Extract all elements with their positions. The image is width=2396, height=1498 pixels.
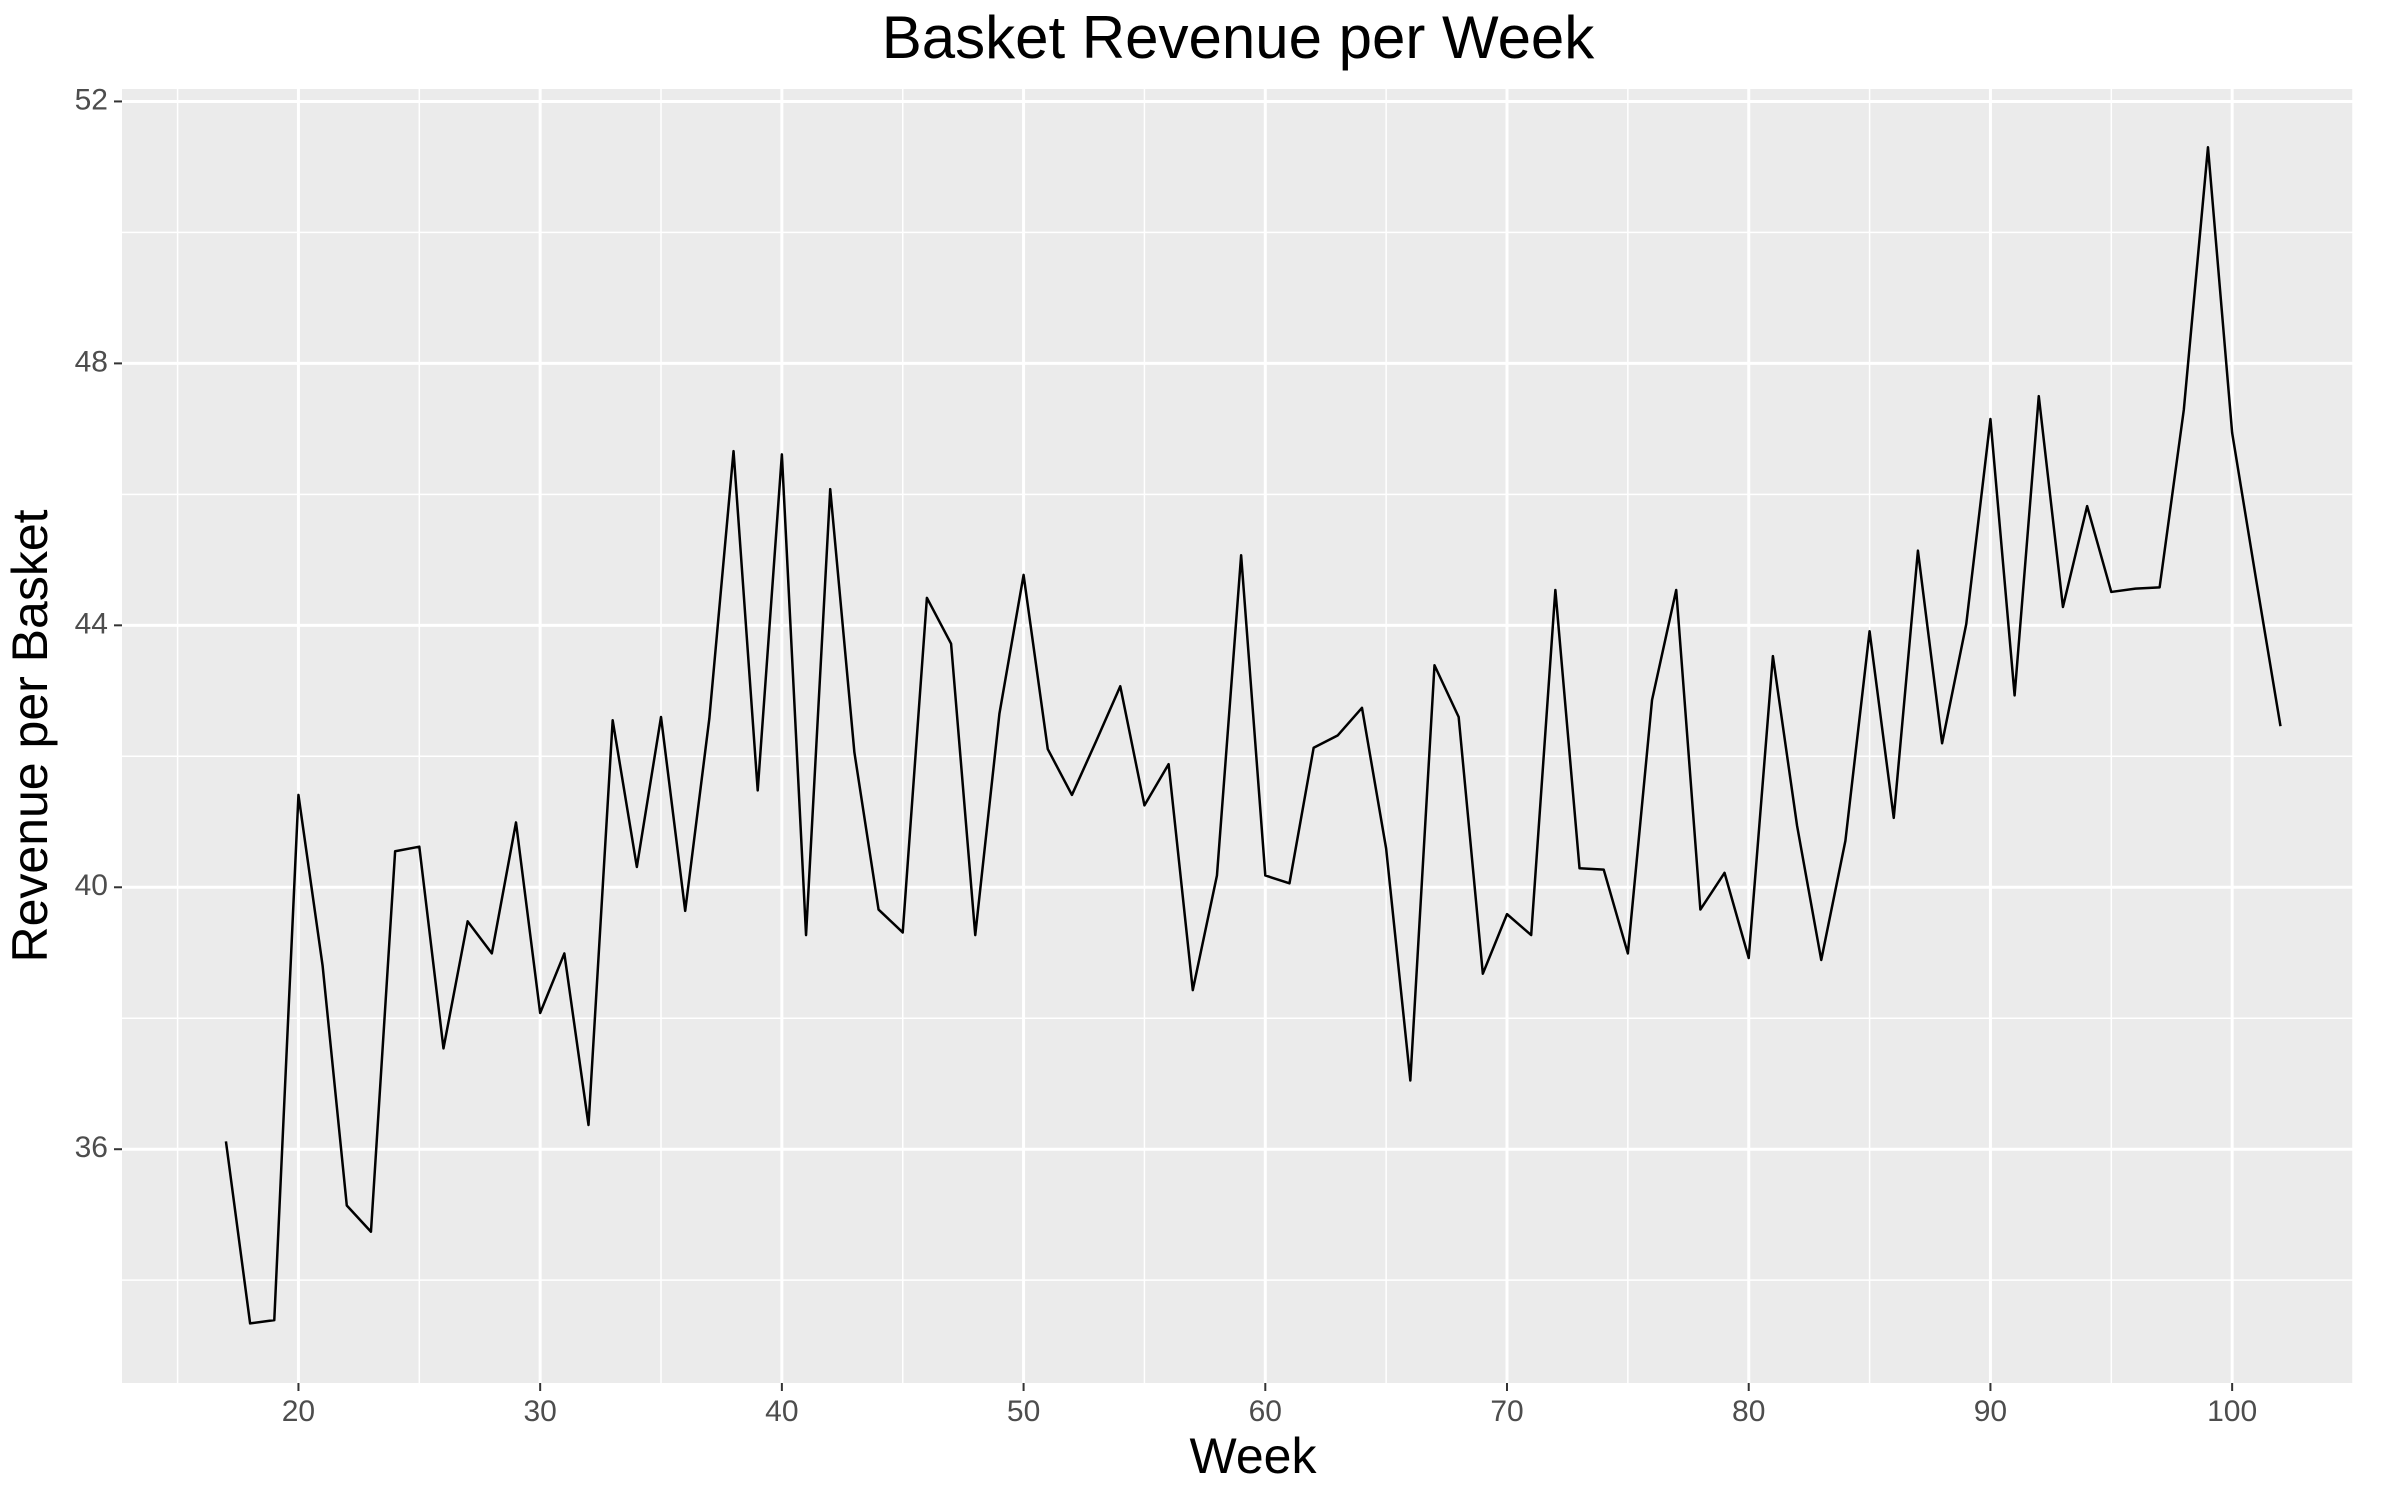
x-tick-label: 20 xyxy=(282,1395,315,1428)
x-tick-label: 40 xyxy=(765,1395,798,1428)
y-tick-label: 36 xyxy=(75,1131,108,1164)
y-tick-label: 40 xyxy=(75,869,108,902)
y-tick-label: 48 xyxy=(75,345,108,378)
x-tick-label: 70 xyxy=(1490,1395,1523,1428)
x-tick-label: 90 xyxy=(1974,1395,2007,1428)
y-tick-label: 44 xyxy=(75,607,108,640)
x-tick-label: 80 xyxy=(1732,1395,1765,1428)
plot-panel xyxy=(122,89,2353,1383)
x-axis-label: Week xyxy=(1190,1428,1318,1484)
chart-title: Basket Revenue per Week xyxy=(882,4,1596,71)
y-tick-label: 52 xyxy=(75,83,108,116)
x-tick-label: 60 xyxy=(1249,1395,1282,1428)
y-axis-label: Revenue per Basket xyxy=(2,509,58,962)
x-tick-label: 30 xyxy=(523,1395,556,1428)
x-tick-label: 50 xyxy=(1007,1395,1040,1428)
line-series xyxy=(224,146,2282,1325)
x-tick-label: 100 xyxy=(2207,1395,2257,1428)
